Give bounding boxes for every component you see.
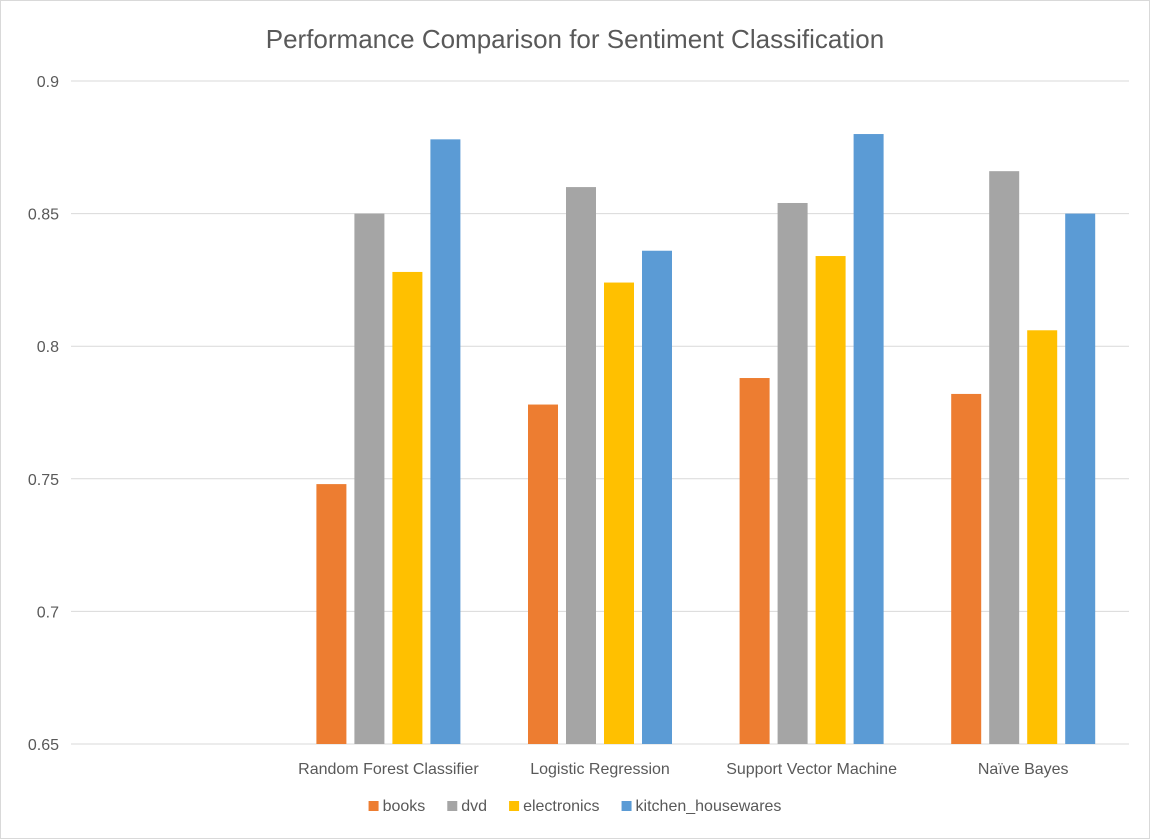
y-axis-tick-labels: 0.9 0.85 0.8 0.75 0.7 0.65 — [28, 74, 59, 754]
legend-item: books — [368, 798, 426, 815]
gridlines — [71, 80, 1129, 745]
legend-label: kitchen_housewares — [636, 798, 782, 815]
y-tick-label: 0.65 — [28, 737, 59, 754]
legend-swatch — [447, 801, 458, 811]
bar-dvd — [354, 213, 385, 745]
bar-kitchen_housewares — [853, 134, 884, 745]
bar-electronics — [815, 256, 846, 744]
bar-electronics — [604, 282, 634, 744]
legend-label: books — [383, 798, 426, 815]
legend-swatch — [621, 801, 632, 811]
bar-electronics — [392, 271, 423, 744]
bar-electronics — [1027, 330, 1058, 744]
bar-books — [528, 404, 558, 744]
legend-item: dvd — [447, 798, 487, 815]
bar-dvd — [566, 187, 596, 744]
legend: books dvd electronics kitchen_housewares — [368, 798, 782, 815]
x-category-label: Support Vector Machine — [726, 761, 897, 778]
y-tick-label: 0.75 — [28, 472, 59, 489]
y-tick-label: 0.8 — [37, 339, 59, 356]
bar-dvd — [989, 171, 1020, 745]
legend-swatch — [368, 801, 379, 811]
legend-item: electronics — [509, 798, 600, 815]
chart-title: Performance Comparison for Sentiment Cla… — [266, 24, 884, 54]
y-tick-label: 0.7 — [37, 604, 59, 621]
bar-books — [951, 393, 982, 744]
bar-kitchen_housewares — [1065, 213, 1096, 745]
bars — [316, 134, 1096, 745]
x-category-label: Naïve Bayes — [978, 761, 1069, 778]
y-tick-label: 0.9 — [37, 74, 59, 91]
x-category-label: Logistic Regression — [530, 761, 670, 778]
legend-swatch — [509, 801, 520, 811]
x-axis-category-labels: Random Forest Classifier Logistic Regress… — [298, 761, 1068, 778]
bar-kitchen_housewares — [642, 250, 672, 744]
bar-books — [739, 378, 770, 744]
legend-label: electronics — [523, 798, 599, 815]
y-tick-label: 0.85 — [28, 207, 59, 224]
legend-item: kitchen_housewares — [621, 798, 782, 815]
legend-label: dvd — [461, 798, 487, 815]
bar-books — [316, 484, 347, 744]
bar-dvd — [777, 202, 808, 744]
bar-kitchen_housewares — [430, 139, 461, 744]
x-category-label: Random Forest Classifier — [298, 761, 479, 778]
